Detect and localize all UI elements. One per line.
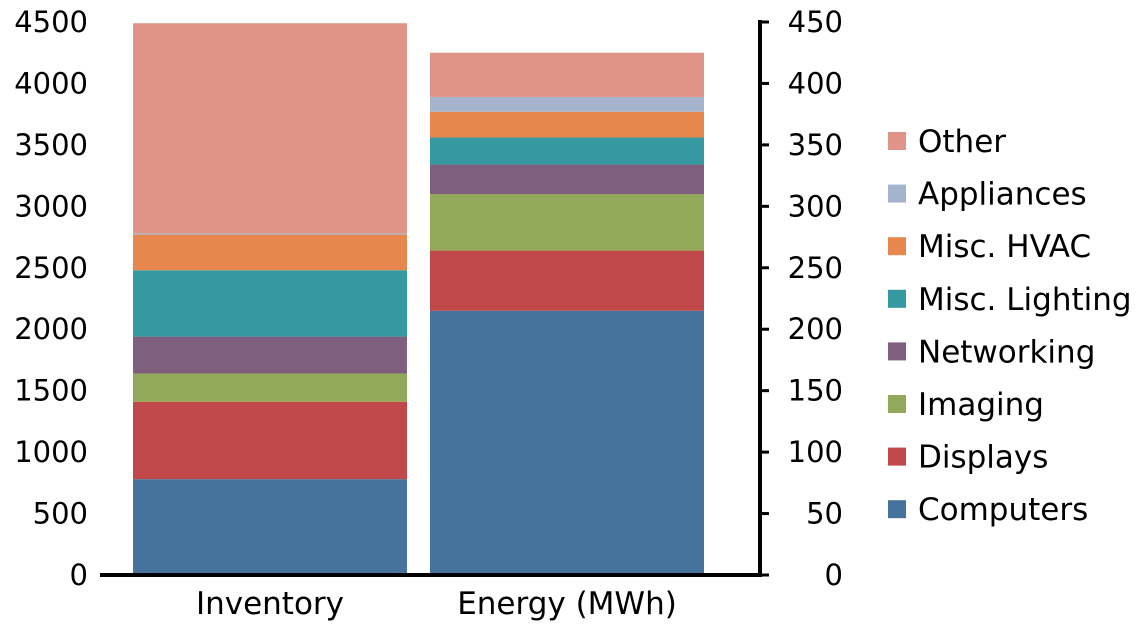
legend-swatch (888, 395, 906, 413)
legend-label: Misc. Lighting (918, 282, 1132, 318)
left-y-tick-label: 3500 (14, 128, 88, 162)
right-y-tick-label: 450 (788, 5, 843, 39)
x-category-label: Inventory (196, 586, 344, 622)
left-y-tick-label: 0 (70, 558, 88, 592)
left-y-tick-label: 4000 (14, 66, 88, 100)
legend-item-networking: Networking (888, 334, 1095, 370)
legend-item-imaging: Imaging (888, 387, 1044, 423)
bar-segment-inventory-imaging (133, 373, 407, 402)
bar-segment-inventory-networking (133, 336, 407, 374)
bar-segment-energy-mwh-misc-hvac (430, 111, 704, 138)
legend-label: Other (918, 124, 1006, 160)
legend-swatch (888, 237, 906, 256)
bar-segment-energy-mwh-imaging (430, 194, 704, 251)
right-y-tick-label: 200 (788, 312, 843, 346)
legend-swatch (888, 289, 906, 308)
legend-item-misc-lighting: Misc. Lighting (888, 282, 1132, 318)
bar-segment-energy-mwh-networking (430, 164, 704, 195)
legend-label: Computers (918, 492, 1088, 528)
bar-segment-inventory-computers (133, 479, 407, 575)
legend-label: Networking (918, 334, 1095, 370)
bar-segment-energy-mwh-computers (430, 310, 704, 575)
bar-segment-inventory-other (133, 23, 407, 234)
legend-item-appliances: Appliances (888, 177, 1087, 213)
legend-item-computers: Computers (888, 492, 1088, 528)
legend-item-misc-hvac: Misc. HVAC (888, 229, 1091, 265)
left-y-tick-label: 2500 (14, 251, 88, 285)
left-y-tick-label: 3000 (14, 189, 88, 223)
bar-segment-energy-mwh-displays (430, 250, 704, 311)
left-y-tick-label: 500 (33, 497, 88, 531)
right-y-tick-label: 50 (806, 497, 843, 531)
bar-segment-inventory-appliances (133, 233, 407, 235)
bars-layer (133, 23, 704, 575)
right-y-tick-label: 100 (788, 435, 843, 469)
legend-swatch (888, 447, 906, 466)
right-y-tick-label: 300 (788, 189, 843, 223)
left-y-tick-label: 1000 (14, 435, 88, 469)
right-y-tick-label: 350 (788, 128, 843, 162)
right-y-tick-label: 400 (788, 66, 843, 100)
bar-segment-inventory-misc-lighting (133, 270, 407, 337)
left-y-tick-label: 4500 (14, 5, 88, 39)
x-category-label: Energy (MWh) (457, 586, 677, 622)
legend-item-displays: Displays (888, 440, 1048, 476)
legend-swatch (888, 500, 906, 519)
legend-label: Displays (918, 440, 1048, 476)
legend-label: Appliances (918, 177, 1087, 213)
left-y-tick-label: 2000 (14, 312, 88, 346)
bar-segment-energy-mwh-other (430, 52, 704, 97)
bar-segment-energy-mwh-appliances (430, 96, 704, 112)
legend-label: Imaging (918, 387, 1044, 423)
right-y-tick-label: 150 (788, 374, 843, 408)
right-y-tick-label: 0 (825, 558, 843, 592)
legend-swatch (888, 342, 906, 361)
legend-swatch (888, 184, 906, 203)
bar-segment-inventory-misc-hvac (133, 234, 407, 271)
right-y-tick-label: 250 (788, 251, 843, 285)
legend: Other Appliances Misc. HVAC Misc. Lighting N… (888, 124, 1132, 528)
legend-item-other: Other (888, 124, 1006, 160)
legend-label: Misc. HVAC (918, 229, 1091, 265)
legend-swatch (888, 132, 906, 150)
bar-segment-energy-mwh-misc-lighting (430, 137, 704, 165)
left-y-tick-label: 1500 (14, 374, 88, 408)
bar-segment-inventory-displays (133, 401, 407, 480)
axes-layer: 0 500 1000 1500 2000 2500 3000 3500 4000 4500 0 50 1… (14, 5, 843, 622)
